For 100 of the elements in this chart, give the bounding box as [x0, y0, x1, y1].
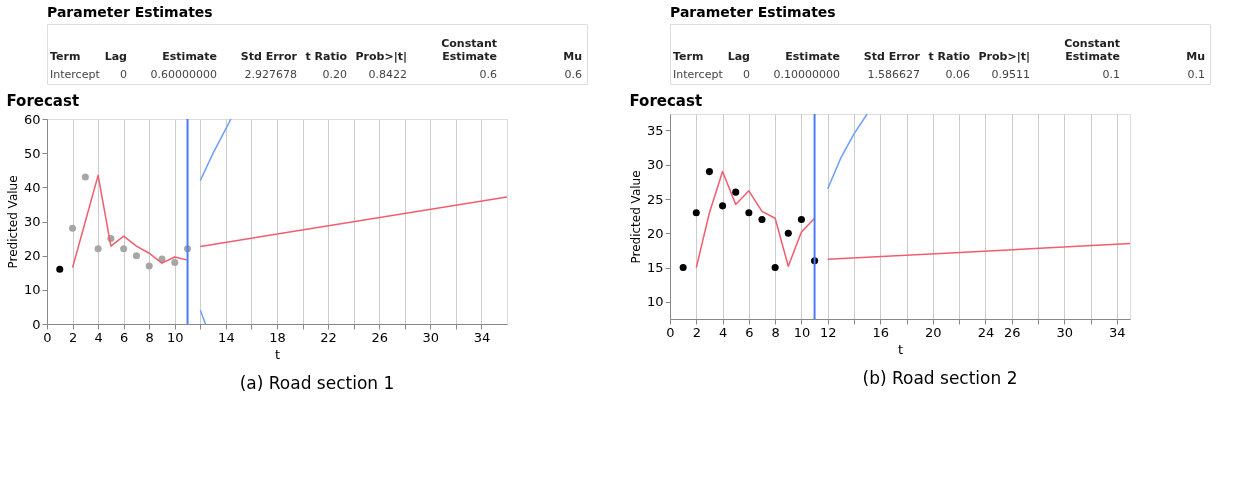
- x-tick-label: 18: [269, 329, 286, 345]
- text: Constant Estimate: [441, 37, 497, 63]
- y-tick-label: 20: [646, 225, 664, 241]
- text: Lag: [727, 50, 750, 63]
- point: [56, 265, 64, 273]
- y-tick-label: 10: [23, 282, 41, 298]
- text: 0.6: [564, 68, 582, 81]
- chart-title: Forecast: [629, 92, 703, 110]
- text: Lag: [104, 50, 127, 63]
- x-tick-label: 20: [925, 324, 942, 340]
- point: [69, 224, 77, 232]
- y-tick-label: 25: [646, 191, 664, 207]
- x-tick-label: 30: [1056, 324, 1074, 340]
- x-tick-label: 24: [977, 324, 995, 340]
- y-tick-label: 40: [23, 179, 41, 195]
- point: [784, 229, 792, 237]
- x-tick-label: 14: [218, 329, 235, 345]
- x-tick-label: 30: [422, 329, 440, 345]
- point: [81, 173, 89, 181]
- x-tick-label: 0: [43, 329, 52, 345]
- x-tick-label: 4: [718, 324, 728, 340]
- x-tick-label: 8: [145, 329, 154, 345]
- text: Parameter Estimates: [47, 4, 213, 20]
- point: [705, 168, 713, 176]
- x-tick-label: 22: [320, 329, 337, 345]
- text: 0.60000000: [150, 68, 217, 81]
- point: [692, 209, 700, 217]
- y-tick-label: 50: [23, 145, 41, 161]
- text: t Ratio: [305, 50, 348, 63]
- text: 0.1: [1187, 68, 1205, 81]
- x-tick-label: 6: [120, 329, 129, 345]
- point: [771, 264, 779, 272]
- text: 0.1: [1102, 68, 1120, 81]
- y-tick-label: 10: [646, 294, 664, 310]
- y-tick-label: 30: [23, 214, 41, 229]
- text: (b) Road section 2: [862, 368, 1018, 388]
- point: [171, 258, 179, 267]
- text: 1.586627: [867, 68, 920, 81]
- line-series: [695, 170, 816, 269]
- point: [797, 216, 805, 224]
- text: Intercept: [673, 68, 724, 81]
- y-tick-label: 15: [646, 260, 664, 276]
- text: 0: [120, 68, 127, 81]
- point: [679, 264, 687, 272]
- point: [719, 202, 727, 210]
- text: Parameter Estimates: [670, 4, 836, 20]
- text: 0.6: [479, 68, 497, 81]
- text: 0.10000000: [773, 68, 840, 81]
- text: t Ratio: [928, 50, 971, 63]
- x-tick-label: 6: [745, 324, 754, 340]
- text: 0.06: [945, 68, 970, 81]
- y-tick-label: 20: [23, 248, 41, 264]
- text: (a) Road section 1: [239, 373, 395, 393]
- line-series: [826, 114, 868, 190]
- text: Std Error: [863, 50, 921, 63]
- x-tick-label: 4: [94, 329, 103, 345]
- point: [732, 188, 740, 196]
- text: Term: [673, 50, 704, 63]
- x-tick-label: 34: [1109, 324, 1126, 340]
- x-tick-label: 26: [1003, 324, 1021, 340]
- x-tick-label: 2: [68, 329, 78, 345]
- y-axis-title: Predicted Value: [5, 175, 20, 269]
- text: Constant Estimate: [1064, 37, 1120, 63]
- y-tick-label: 30: [646, 157, 664, 173]
- text: Estimate: [785, 50, 840, 63]
- y-axis-title: Predicted Value: [628, 170, 643, 264]
- text: Std Error: [240, 50, 298, 63]
- x-axis-title: t: [897, 341, 904, 357]
- text: 2.927678: [244, 68, 297, 81]
- text: Mu: [1186, 50, 1205, 63]
- text: Term: [50, 50, 81, 63]
- point: [120, 245, 128, 253]
- x-tick-label: 12: [819, 324, 837, 340]
- line-series: [71, 174, 189, 269]
- x-tick-label: 10: [167, 329, 184, 345]
- text: Prob>|t|: [978, 50, 1030, 63]
- y-tick-label: 35: [646, 122, 664, 138]
- x-tick-label: 2: [692, 324, 701, 340]
- point: [745, 209, 753, 217]
- text: Intercept: [50, 68, 101, 81]
- text: 0.8422: [368, 68, 407, 81]
- point: [145, 262, 153, 270]
- x-axis-title: t: [274, 346, 281, 362]
- x-tick-label: 16: [872, 324, 890, 340]
- point: [758, 216, 766, 224]
- text: 0.9511: [991, 68, 1030, 81]
- x-tick-label: 8: [771, 324, 780, 340]
- x-tick-label: 26: [371, 329, 388, 345]
- chart-title: Forecast: [6, 92, 80, 110]
- x-tick-label: 34: [473, 329, 491, 345]
- x-tick-label: 10: [793, 324, 811, 340]
- point: [94, 245, 102, 253]
- point: [132, 252, 140, 260]
- text: Prob>|t|: [355, 50, 407, 63]
- text: Estimate: [162, 50, 217, 63]
- y-tick-label: 60: [23, 111, 41, 127]
- text: Mu: [563, 50, 582, 63]
- text: 0: [743, 68, 750, 81]
- text: 0.20: [322, 68, 347, 81]
- x-tick-label: 0: [666, 324, 675, 340]
